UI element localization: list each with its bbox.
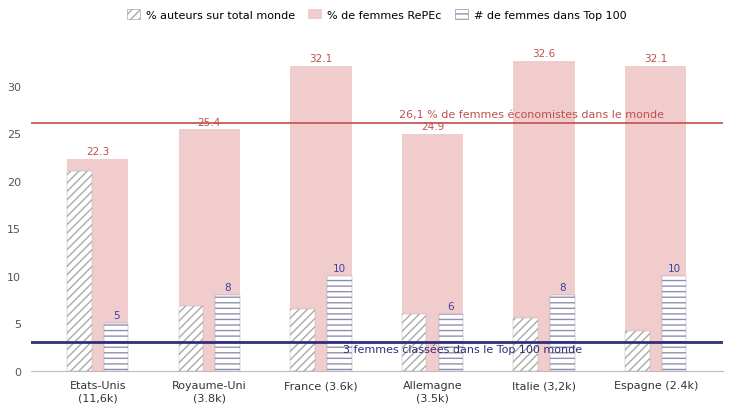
Text: 32.1: 32.1 <box>644 54 667 64</box>
Text: 8: 8 <box>559 282 566 292</box>
Bar <box>439 314 464 371</box>
Bar <box>291 67 352 371</box>
Text: 32.1: 32.1 <box>310 54 333 64</box>
Bar <box>179 306 203 371</box>
Text: 25.4: 25.4 <box>198 117 221 127</box>
Legend: % auteurs sur total monde, % de femmes RePEc, # de femmes dans Top 100: % auteurs sur total monde, % de femmes R… <box>123 6 631 25</box>
Text: 24.9: 24.9 <box>421 122 444 132</box>
Bar <box>179 130 240 371</box>
Text: 3 femmes classées dans le Top 100 monde: 3 femmes classées dans le Top 100 monde <box>343 344 583 354</box>
Bar <box>513 319 538 371</box>
Bar <box>402 135 464 371</box>
Bar <box>327 276 352 371</box>
Bar <box>625 67 686 371</box>
Bar <box>402 314 426 371</box>
Bar <box>67 172 91 371</box>
Bar <box>662 276 686 371</box>
Text: 6: 6 <box>447 301 454 311</box>
Bar <box>67 160 128 371</box>
Bar <box>291 309 315 371</box>
Bar <box>104 324 128 371</box>
Bar <box>550 295 575 371</box>
Text: 26,1 % de femmes économistes dans le monde: 26,1 % de femmes économistes dans le mon… <box>399 110 664 120</box>
Bar <box>215 295 240 371</box>
Text: 5: 5 <box>113 310 120 321</box>
Bar <box>625 331 650 371</box>
Text: 10: 10 <box>333 263 346 273</box>
Text: 32.6: 32.6 <box>532 49 556 59</box>
Text: 10: 10 <box>667 263 680 273</box>
Text: 8: 8 <box>224 282 231 292</box>
Bar <box>513 62 575 371</box>
Text: 22.3: 22.3 <box>86 147 110 157</box>
